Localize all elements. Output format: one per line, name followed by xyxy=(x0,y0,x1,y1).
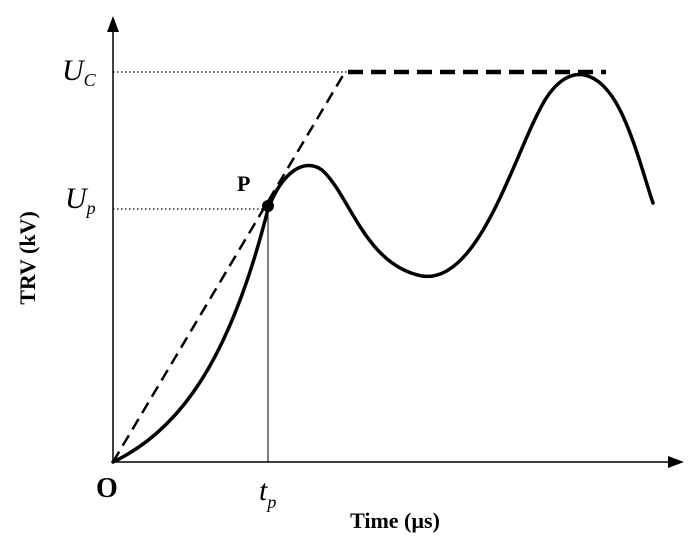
up-label: Up xyxy=(65,182,96,218)
origin-label: O xyxy=(96,473,118,504)
x-axis-arrowhead xyxy=(668,456,684,468)
point-p-label: P xyxy=(237,171,250,196)
point-p-marker xyxy=(262,200,274,212)
uc-label: UC xyxy=(62,54,97,90)
x-axis-label: Time (µs) xyxy=(350,508,440,533)
tp-label: tp xyxy=(259,474,276,512)
trv-curve xyxy=(111,72,655,464)
y-axis-arrowhead xyxy=(107,16,119,32)
envelope-rise-dashed xyxy=(111,71,347,463)
y-axis-label: TRV (kV) xyxy=(15,211,40,305)
